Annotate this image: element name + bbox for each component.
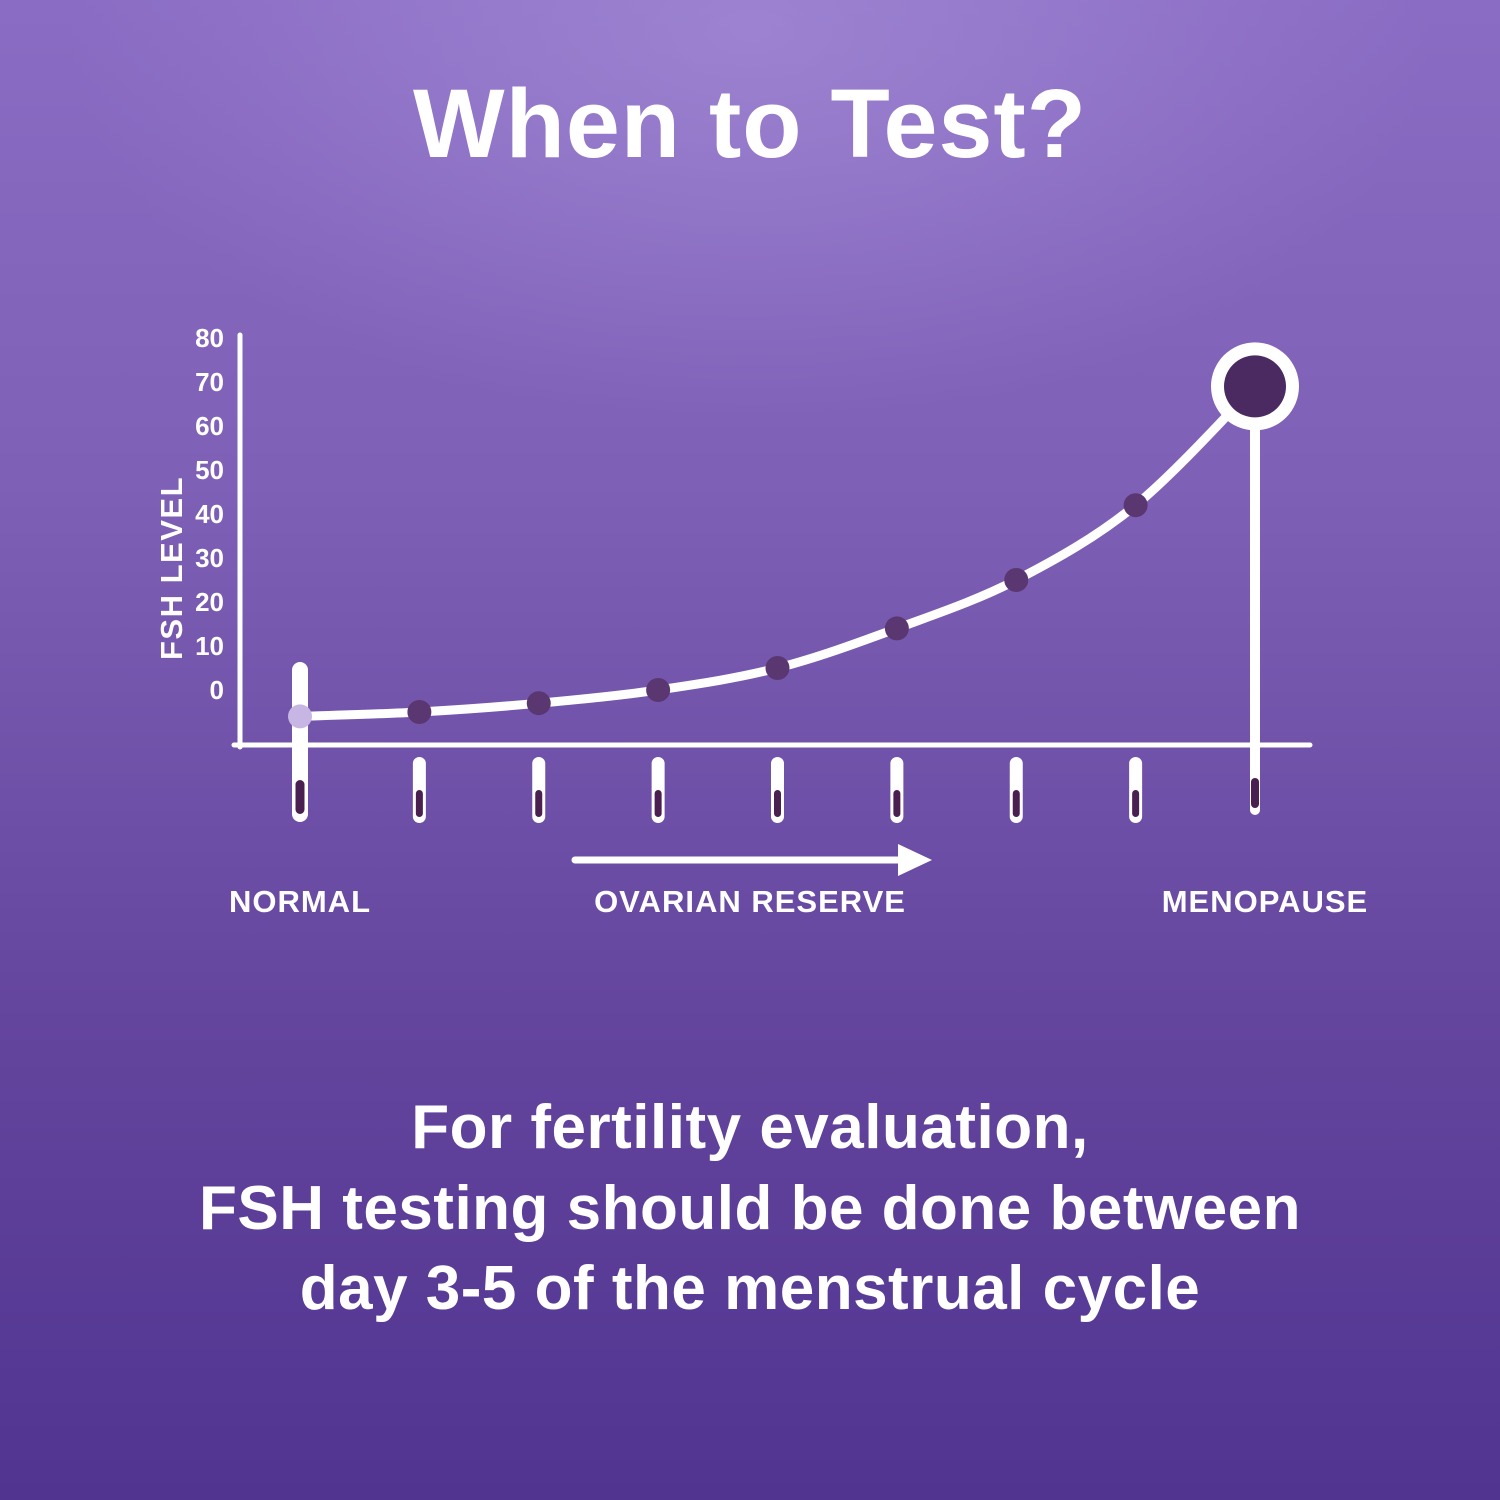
x-axis-label: OVARIAN RESERVE [594, 884, 906, 919]
test-strip-tip [1132, 790, 1140, 817]
y-tick-label: 60 [195, 411, 224, 441]
test-strip-tip [535, 790, 543, 817]
y-tick-label: 10 [195, 631, 224, 661]
data-point [765, 656, 790, 680]
y-axis-label: FSH LEVEL [154, 476, 189, 660]
y-tick-label: 40 [195, 499, 224, 529]
menopause-drop-line [1250, 380, 1260, 815]
data-point [288, 704, 312, 729]
fsh-chart-container: 0 10 20 30 40 50 60 70 80 FSH LEVEL NORMAL OVARIAN … [140, 320, 1400, 960]
test-strip-tip [774, 790, 781, 817]
end-marker-inner [1224, 355, 1286, 418]
x-axis-label: NORMAL [229, 884, 371, 919]
footer-line-1: For fertility evaluation, [411, 1093, 1089, 1162]
footer-line-2: FSH testing should be done between [198, 1173, 1302, 1243]
y-tick-label: 50 [195, 455, 224, 485]
test-strip-tip [893, 790, 901, 817]
footer-caption: For fertility evaluation, FSH testing sh… [0, 1088, 1500, 1330]
data-point [884, 616, 909, 641]
arrow-head-icon [898, 844, 932, 876]
test-strip-tip [654, 790, 662, 817]
x-axis-label: MENOPAUSE [1162, 884, 1369, 919]
test-strip-tip [1012, 790, 1020, 817]
test-strip-tip [415, 790, 423, 817]
y-tick-label: 20 [195, 587, 224, 617]
y-tick-label: 0 [210, 675, 224, 705]
data-point [1004, 568, 1029, 592]
test-strip-normal [292, 662, 308, 822]
test-strip-tip [295, 780, 305, 814]
y-tick-label: 80 [195, 323, 224, 353]
data-point [646, 678, 671, 702]
data-point [407, 700, 432, 724]
fsh-chart-svg: 0 10 20 30 40 50 60 70 80 FSH LEVEL NORMAL OVARIAN … [154, 323, 1369, 919]
page-title: When to Test? [413, 69, 1087, 178]
data-point [526, 691, 551, 716]
y-tick-label: 70 [195, 367, 224, 397]
data-point [1123, 493, 1148, 518]
y-tick-label: 30 [195, 543, 224, 573]
test-strip-tip [1251, 778, 1259, 808]
footer-line-3: day 3-5 of the menstrual cycle [299, 1254, 1201, 1324]
